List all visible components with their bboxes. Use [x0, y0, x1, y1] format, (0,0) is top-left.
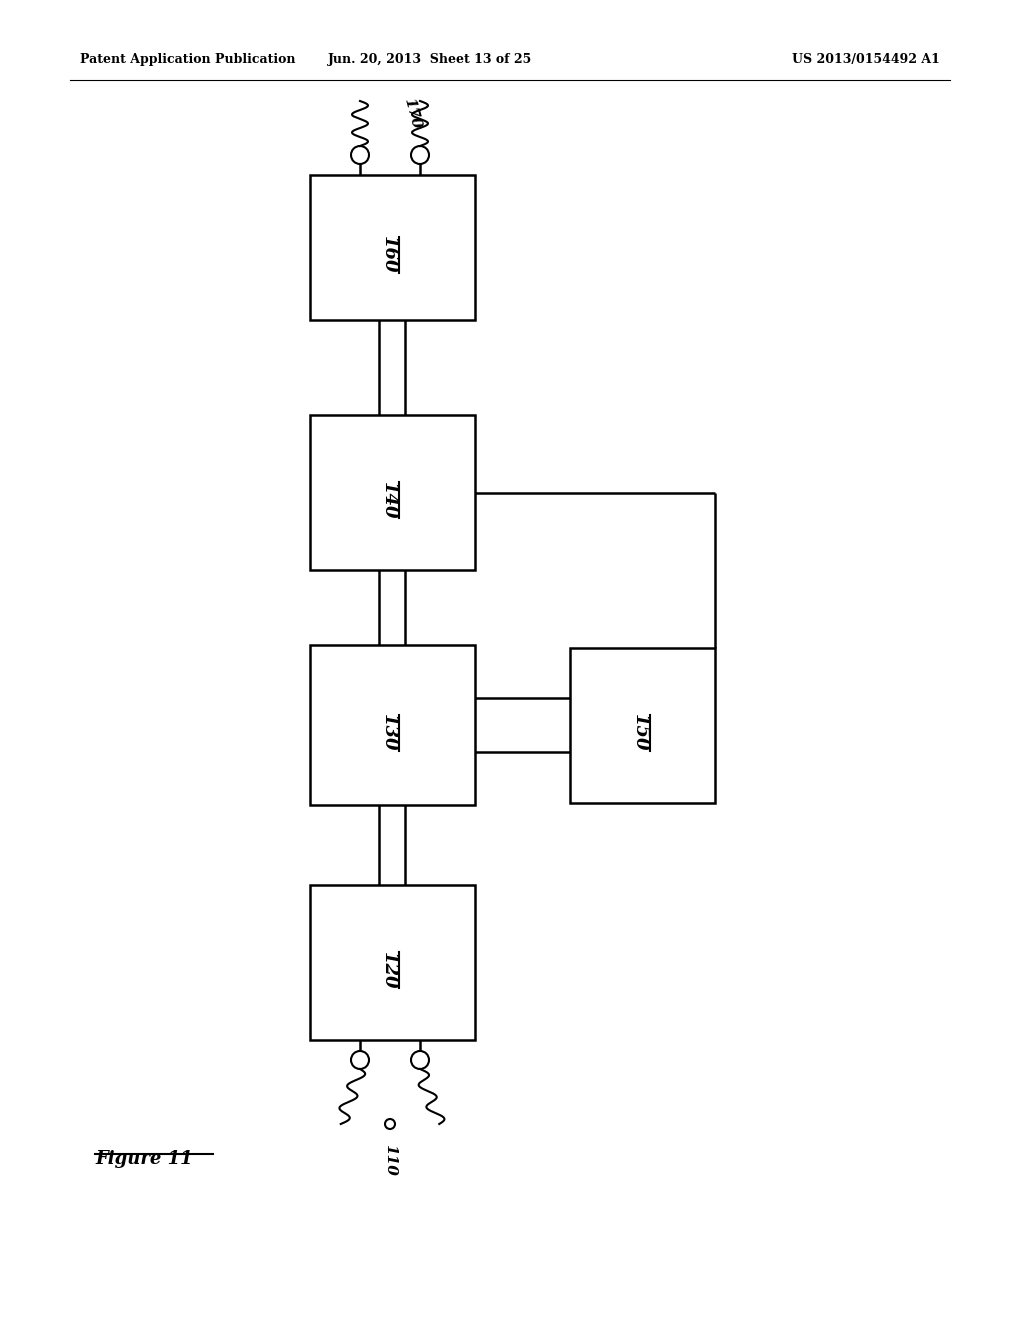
Bar: [310, 176, 475, 319]
Text: 150: 150: [631, 714, 648, 752]
Text: 160: 160: [380, 236, 398, 273]
Text: US 2013/0154492 A1: US 2013/0154492 A1: [793, 54, 940, 66]
Text: 110: 110: [383, 1144, 397, 1176]
Bar: [310, 414, 475, 570]
Text: 170: 170: [401, 96, 423, 131]
Bar: [570, 648, 715, 803]
Bar: [310, 884, 475, 1040]
Text: Patent Application Publication: Patent Application Publication: [80, 54, 296, 66]
Text: 130: 130: [380, 714, 398, 752]
Text: 120: 120: [380, 952, 398, 989]
Text: Figure 11: Figure 11: [95, 1150, 193, 1168]
Text: 140: 140: [380, 482, 398, 519]
Bar: [310, 645, 475, 805]
Text: Jun. 20, 2013  Sheet 13 of 25: Jun. 20, 2013 Sheet 13 of 25: [328, 54, 532, 66]
